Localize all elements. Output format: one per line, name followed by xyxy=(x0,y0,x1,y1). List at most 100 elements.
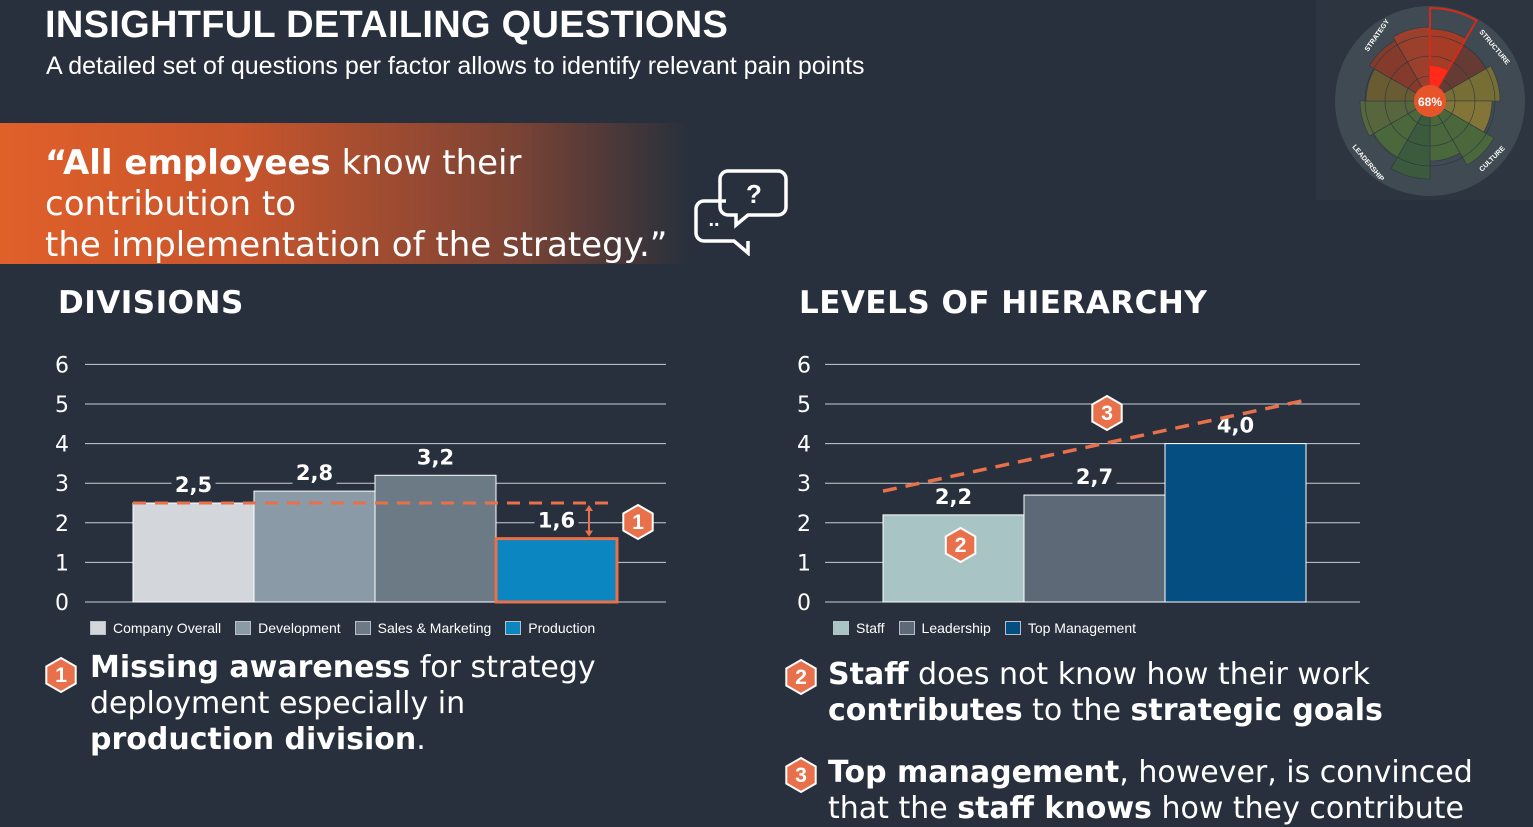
factor-radar-widget: 68% STRATEGY STRUCTURE CULTURE LEADERSHI… xyxy=(1316,0,1533,200)
radar-sector xyxy=(1429,100,1495,166)
hierarchy-legend: Staff Leadership Top Management xyxy=(833,620,1150,636)
note-text: for strategy deployment especially in xyxy=(90,650,596,721)
note-badge-1-shape xyxy=(45,656,77,694)
note-emphasis: Staff xyxy=(828,657,909,692)
note-text: . xyxy=(416,722,426,757)
badge-1-icon-label: 1 xyxy=(632,510,644,534)
bar xyxy=(253,490,376,603)
legend-label: Development xyxy=(258,620,341,636)
trend-line xyxy=(882,398,1307,493)
radar-sector xyxy=(1359,100,1432,137)
note-emphasis: production division xyxy=(90,722,417,757)
quote-line2: the implementation of the strategy.” xyxy=(45,225,668,265)
badge-2-icon: 2 xyxy=(944,526,977,564)
value-label-bg xyxy=(534,508,579,533)
note-emphasis: Missing awareness xyxy=(90,650,411,685)
legend-label: Staff xyxy=(856,620,885,636)
radar-center-label: 68% xyxy=(1418,95,1442,109)
y-tick-label: 3 xyxy=(55,472,69,497)
y-tick-label: 5 xyxy=(797,393,811,418)
note-emphasis: staff knows xyxy=(957,791,1152,826)
bar xyxy=(495,538,618,603)
radar-sectors xyxy=(1359,6,1501,180)
note-3: Top management, however, is convinced th… xyxy=(828,755,1528,827)
legend-item: Leadership xyxy=(898,620,991,636)
y-tick-label: 0 xyxy=(55,591,69,615)
note-badge-1: 1 xyxy=(45,656,77,694)
note-text: how they contribute xyxy=(1151,791,1464,826)
legend-label: Sales & Marketing xyxy=(377,620,492,636)
hierarchy-title: LEVELS OF HIERARCHY xyxy=(799,285,1208,321)
badge-3-icon-shape xyxy=(1091,394,1123,432)
value-label-bg xyxy=(292,461,337,486)
divisions-legend: Company Overall Development Sales & Market… xyxy=(90,620,609,636)
y-tick-label: 1 xyxy=(55,551,69,576)
quote-banner xyxy=(0,123,690,264)
legend-item: Staff xyxy=(833,620,885,636)
legend-swatch xyxy=(898,621,915,635)
note-badge-3: 3 xyxy=(785,756,817,794)
value-label: 2,2 xyxy=(935,485,972,509)
note-emphasis: strategic goals xyxy=(1130,693,1383,728)
note-emphasis: Top management xyxy=(828,755,1120,790)
y-tick-label: 4 xyxy=(55,433,69,458)
value-label-bg xyxy=(413,445,458,470)
note-1: Missing awareness for strategy deploymen… xyxy=(90,650,650,758)
badge-3-icon: 3 xyxy=(785,756,817,794)
note-badge-3-shape xyxy=(785,756,817,794)
badge-3-icon: 3 xyxy=(1091,394,1123,432)
note-badge-1-label: 1 xyxy=(55,663,67,687)
gap-arrow-down xyxy=(585,530,593,537)
bar xyxy=(1023,494,1166,603)
highlight-outline xyxy=(494,537,619,604)
note-badge-3-label: 3 xyxy=(795,763,807,787)
badge-2-icon-label: 2 xyxy=(955,533,967,557)
ellipsis-dots: .. xyxy=(708,209,719,231)
radar-center xyxy=(1414,85,1446,117)
y-tick-label: 6 xyxy=(797,353,811,378)
legend-swatch xyxy=(1004,621,1021,635)
page-subtitle: A detailed set of questions per factor a… xyxy=(46,52,865,80)
value-label: 3,2 xyxy=(417,445,454,469)
note-text: does not know how their work xyxy=(908,657,1371,692)
y-tick-label: 2 xyxy=(55,512,69,537)
y-tick-label: 6 xyxy=(55,353,69,378)
note-2: Staff does not know how their work contr… xyxy=(828,657,1518,729)
legend-item: Sales & Marketing xyxy=(354,620,492,636)
note-badge-2-shape xyxy=(785,658,817,696)
bar xyxy=(1164,443,1307,603)
badge-1-icon-shape xyxy=(622,503,654,541)
legend-item: Development xyxy=(235,620,341,636)
note-text: to the xyxy=(1022,693,1131,728)
value-label: 1,6 xyxy=(538,509,575,533)
page-title: INSIGHTFUL DETAILING QUESTIONS xyxy=(45,4,729,46)
legend-label: Production xyxy=(528,620,596,636)
value-label: 2,8 xyxy=(296,461,333,485)
note-text: , however, is convinced that the xyxy=(828,755,1473,826)
radar-sector xyxy=(1390,99,1431,180)
legend-item: Company Overall xyxy=(90,620,221,636)
badge-1-icon: 1 xyxy=(45,656,77,694)
y-tick-label: 3 xyxy=(797,472,811,497)
bar xyxy=(132,502,255,603)
note-emphasis: contributes xyxy=(828,693,1023,728)
note-badge-2: 2 xyxy=(785,658,817,696)
legend-item: Production xyxy=(505,620,595,636)
legend-label: Top Management xyxy=(1027,620,1137,636)
value-label-bg xyxy=(1072,465,1117,490)
bar xyxy=(374,474,497,603)
radar-highlight xyxy=(1429,6,1478,105)
quote-bold: “All employees xyxy=(45,143,331,183)
note-badge-2-label: 2 xyxy=(795,665,807,689)
y-tick-label: 5 xyxy=(55,393,69,418)
y-tick-label: 2 xyxy=(797,512,811,537)
legend-swatch xyxy=(833,621,849,635)
badge-2-icon: 2 xyxy=(785,658,817,696)
gap-arrow-up xyxy=(585,505,593,511)
legend-swatch xyxy=(235,621,252,635)
radar-sector xyxy=(1428,65,1501,102)
badge-1-icon: 1 xyxy=(622,503,654,541)
legend-label: Leadership xyxy=(921,620,991,636)
legend-swatch xyxy=(354,621,371,635)
